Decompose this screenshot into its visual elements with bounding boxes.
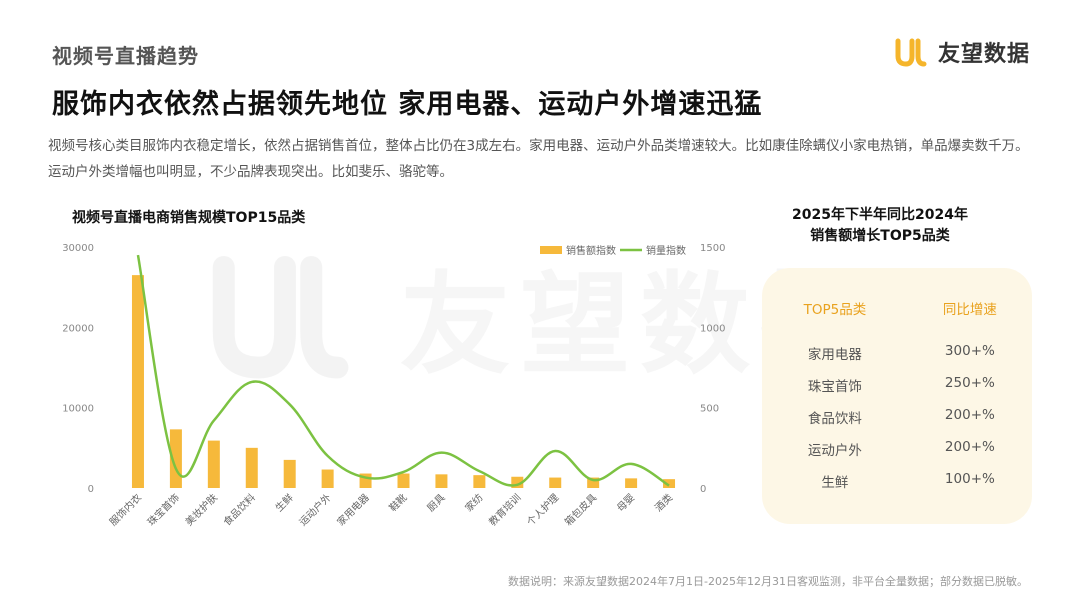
x-tick-label: 家纺 <box>462 491 485 514</box>
top5-col-growth-header: 同比增速 <box>942 302 997 318</box>
legend-bar-swatch <box>540 246 562 254</box>
brand-name: 友望数据 <box>937 42 1030 67</box>
top5-row: 生鲜 100+% <box>762 471 1032 491</box>
top5-row: 珠宝首饰 250+% <box>762 375 1032 395</box>
top5-category: 食品饮料 <box>807 411 862 427</box>
top5-card: TOP5品类 同比增速 家用电器 300+% 珠宝首饰 250+% 食品饮料 2… <box>762 268 1032 524</box>
top5-growth: 250+% <box>944 375 995 391</box>
legend-bar-label: 销售额指数 <box>566 244 616 257</box>
y-right-tick-label: 1000 <box>700 323 725 334</box>
x-tick-label: 母婴 <box>615 492 638 515</box>
bar <box>473 475 486 488</box>
bar <box>397 473 410 488</box>
bar <box>245 447 258 488</box>
y-right-tick-label: 0 <box>700 484 706 495</box>
x-tick-label: 珠宝首饰 <box>145 491 182 528</box>
bar <box>511 476 524 488</box>
x-tick-label: 家用电器 <box>334 491 371 528</box>
bar <box>549 477 562 488</box>
x-tick-label: 教育培训 <box>486 491 523 528</box>
x-tick-label: 美妆护肤 <box>182 491 219 528</box>
brand-logo-icon <box>895 38 927 67</box>
top5-category: 生鲜 <box>821 475 849 491</box>
bar <box>321 469 334 488</box>
bar <box>131 275 144 488</box>
top5-growth: 200+% <box>944 439 995 455</box>
top5-growth: 100+% <box>944 471 995 487</box>
top5-title-line2: 销售额增长TOP5品类 <box>810 228 950 244</box>
y-right-tick-label: 500 <box>700 404 719 415</box>
x-tick-label: 酒类 <box>652 491 675 514</box>
x-tick-label: 厨具 <box>425 492 448 515</box>
bar <box>283 459 296 488</box>
y-left-tick-label: 10000 <box>62 404 94 415</box>
bar <box>587 477 600 488</box>
top5-growth: 200+% <box>944 407 995 423</box>
x-tick-label: 生鲜 <box>272 491 295 514</box>
top5-row: 家用电器 300+% <box>762 343 1032 363</box>
headline: 服饰内衣依然占据领先地位 家用电器、运动户外增速迅猛 <box>52 89 763 120</box>
x-tick-label: 鞋靴 <box>386 491 409 514</box>
top5-category: 家用电器 <box>807 347 862 363</box>
line-series <box>136 254 670 487</box>
x-tick-label: 运动户外 <box>296 491 333 528</box>
bar <box>663 479 676 488</box>
description: 视频号核心类目服饰内衣稳定增长，依然占据销售首位，整体占比仍在3成左右。家用电器… <box>48 138 1029 180</box>
chart-title: 视频号直播电商销售规模TOP15品类 <box>72 210 306 226</box>
bar <box>435 474 448 488</box>
top5-title: 2025年下半年同比2024年 销售额增长TOP5品类 <box>770 205 990 247</box>
bar <box>625 478 638 488</box>
top5-row: 食品饮料 200+% <box>762 407 1032 427</box>
section-label: 视频号直播趋势 <box>52 44 199 68</box>
sales-chart: 0 10000 20000 30000 0 500 1000 1500 服饰内衣 珠宝首饰 美妆护肤… <box>62 243 725 528</box>
top5-table-header: TOP5品类 同比增速 <box>762 298 1032 318</box>
x-tick-label: 食品饮料 <box>220 491 257 528</box>
x-tick-label: 箱包皮具 <box>562 491 599 528</box>
brand-logo: 友望数据 <box>894 36 1030 68</box>
y-left-tick-label: 0 <box>88 484 94 495</box>
top5-title-line1: 2025年下半年同比2024年 <box>792 207 968 223</box>
top5-growth: 300+% <box>944 343 995 359</box>
y-right-tick-label: 1500 <box>700 243 725 254</box>
legend-line-label: 销量指数 <box>646 244 686 257</box>
top5-row: 运动户外 200+% <box>762 439 1032 459</box>
footnote: 数据说明：来源友望数据2024年7月1日-2025年12月31日客观监测，非平台… <box>508 575 1028 588</box>
y-left-tick-label: 30000 <box>62 243 94 254</box>
top5-category: 运动户外 <box>807 443 862 459</box>
top5-col-category-header: TOP5品类 <box>803 302 867 318</box>
y-left-tick-label: 20000 <box>62 323 94 334</box>
x-tick-label: 服饰内衣 <box>107 491 144 528</box>
bar <box>207 440 220 488</box>
x-tick-label: 个人护理 <box>524 491 561 528</box>
top5-category: 珠宝首饰 <box>807 379 862 395</box>
